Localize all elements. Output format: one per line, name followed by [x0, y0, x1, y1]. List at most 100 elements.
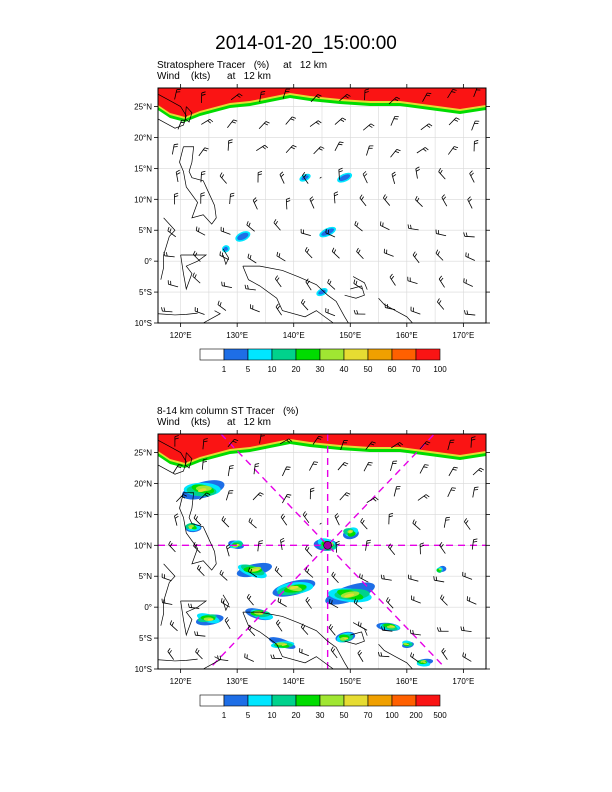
- colorbar-swatch: [319, 348, 345, 361]
- wind-barb: [338, 167, 343, 180]
- wind-barb: [335, 540, 340, 553]
- wind-barb: [229, 192, 235, 205]
- wind-barb: [462, 571, 473, 580]
- wind-barb: [472, 467, 484, 476]
- coastlines: [158, 93, 413, 323]
- wind-barb: [337, 462, 349, 471]
- wind-barb: [438, 168, 446, 180]
- colorbar-swatch: [391, 694, 417, 707]
- wind-barb: [217, 655, 229, 662]
- colorbar-swatch: [343, 694, 369, 707]
- wind-barb: [252, 492, 264, 501]
- wind-barb: [377, 651, 390, 658]
- wind-barb: [380, 574, 392, 581]
- lat-label: 25°N: [134, 103, 152, 112]
- wind-barb: [333, 191, 339, 204]
- wind-barb: [220, 598, 231, 608]
- wind-barb: [359, 194, 367, 207]
- wind-barb: [249, 304, 260, 313]
- wind-barb: [460, 626, 472, 633]
- wind-barb: [409, 629, 421, 636]
- wind-barb: [219, 172, 227, 184]
- colorbar-swatch: [247, 694, 273, 707]
- colorbar-swatch: [391, 348, 417, 361]
- lat-label: 10°S: [135, 665, 152, 674]
- wind-barb: [439, 541, 446, 554]
- lon-label: 170°E: [452, 677, 474, 686]
- wind-barb: [353, 279, 363, 290]
- colorbar-label: 20: [292, 711, 301, 720]
- wind-barb: [305, 278, 312, 291]
- tracer-blob: [318, 289, 326, 295]
- lon-label: 130°E: [226, 331, 248, 340]
- wind-barb: [441, 647, 448, 660]
- wind-barb: [366, 496, 379, 503]
- wind-barb: [285, 145, 297, 154]
- colorbar-label: 100: [385, 711, 399, 720]
- figure-title: 2014-01-20_15:00:00: [215, 33, 397, 54]
- wind-barb: [163, 251, 175, 258]
- lat-label: 5°N: [139, 572, 153, 581]
- wind-barb: [174, 513, 179, 526]
- wind-barb: [470, 436, 476, 448]
- wind-barb: [363, 461, 373, 472]
- map-panel-bottom: 25°N 20°N 15°N 10°N 5°N 0° 5°S 10°S 120°E 130°E 14…: [134, 430, 490, 720]
- tracer-blob: [423, 662, 427, 664]
- map-frame: [157, 87, 487, 324]
- lat-label: 10°N: [134, 195, 152, 204]
- colorbar-label: 5: [246, 711, 251, 720]
- wind-barb: [201, 458, 208, 470]
- wind-barb: [383, 248, 394, 257]
- stratosphere-band: [158, 434, 486, 468]
- wind-barb: [257, 170, 263, 183]
- wind-barb: [309, 487, 315, 500]
- lon-label: 130°E: [226, 677, 248, 686]
- lon-label: 140°E: [283, 677, 305, 686]
- wind-barb: [419, 542, 425, 555]
- tracer-blob: [389, 625, 395, 628]
- wind-barb: [248, 567, 258, 578]
- wind-barb: [331, 571, 339, 583]
- wind-barb: [359, 573, 369, 583]
- lat-label: 10°N: [134, 541, 152, 550]
- tracer-blob: [344, 637, 349, 640]
- wind-barb: [473, 139, 479, 152]
- wind-barb: [169, 620, 178, 632]
- wind-barb: [313, 146, 325, 155]
- colorbar-top: 1 5 10 20 30 40 50 60 70 100: [199, 348, 447, 374]
- tracer-contours: [221, 172, 353, 297]
- colorbar-label: 50: [364, 365, 373, 374]
- wind-barb: [440, 594, 448, 606]
- colorbar-label: 10: [268, 711, 277, 720]
- wind-barb: [465, 252, 476, 261]
- wind-barb: [188, 603, 200, 609]
- wind-barb: [302, 511, 310, 524]
- wind-barb: [354, 220, 363, 232]
- wind-barb: [356, 247, 364, 260]
- wind-barb: [226, 544, 231, 557]
- wind-barb: [258, 121, 270, 130]
- lon-label: 120°E: [170, 677, 192, 686]
- wind-barb: [447, 89, 457, 99]
- wind-barb: [230, 93, 243, 101]
- wind-barb: [365, 539, 371, 551]
- lat-label: 0°: [144, 603, 152, 612]
- wind-barb: [252, 197, 258, 210]
- wind-barb: [310, 94, 322, 103]
- tracer-blob: [223, 246, 228, 251]
- wind-barb: [419, 464, 429, 474]
- wind-barb: [280, 537, 285, 550]
- colorbar-label: 5: [246, 365, 251, 374]
- wind-barb: [277, 597, 287, 607]
- wind-barb: [193, 542, 201, 554]
- wind-barb: [253, 463, 260, 475]
- wind-barb: [388, 543, 396, 556]
- colorbar-label: 30: [316, 711, 325, 720]
- wind-barb: [379, 221, 390, 231]
- tracer-blob: [344, 593, 355, 598]
- wind-barb: [171, 143, 179, 155]
- wind-barb: [388, 96, 401, 105]
- wind-barb: [275, 303, 282, 316]
- wind-barb: [437, 298, 445, 310]
- lon-label: 160°E: [396, 677, 418, 686]
